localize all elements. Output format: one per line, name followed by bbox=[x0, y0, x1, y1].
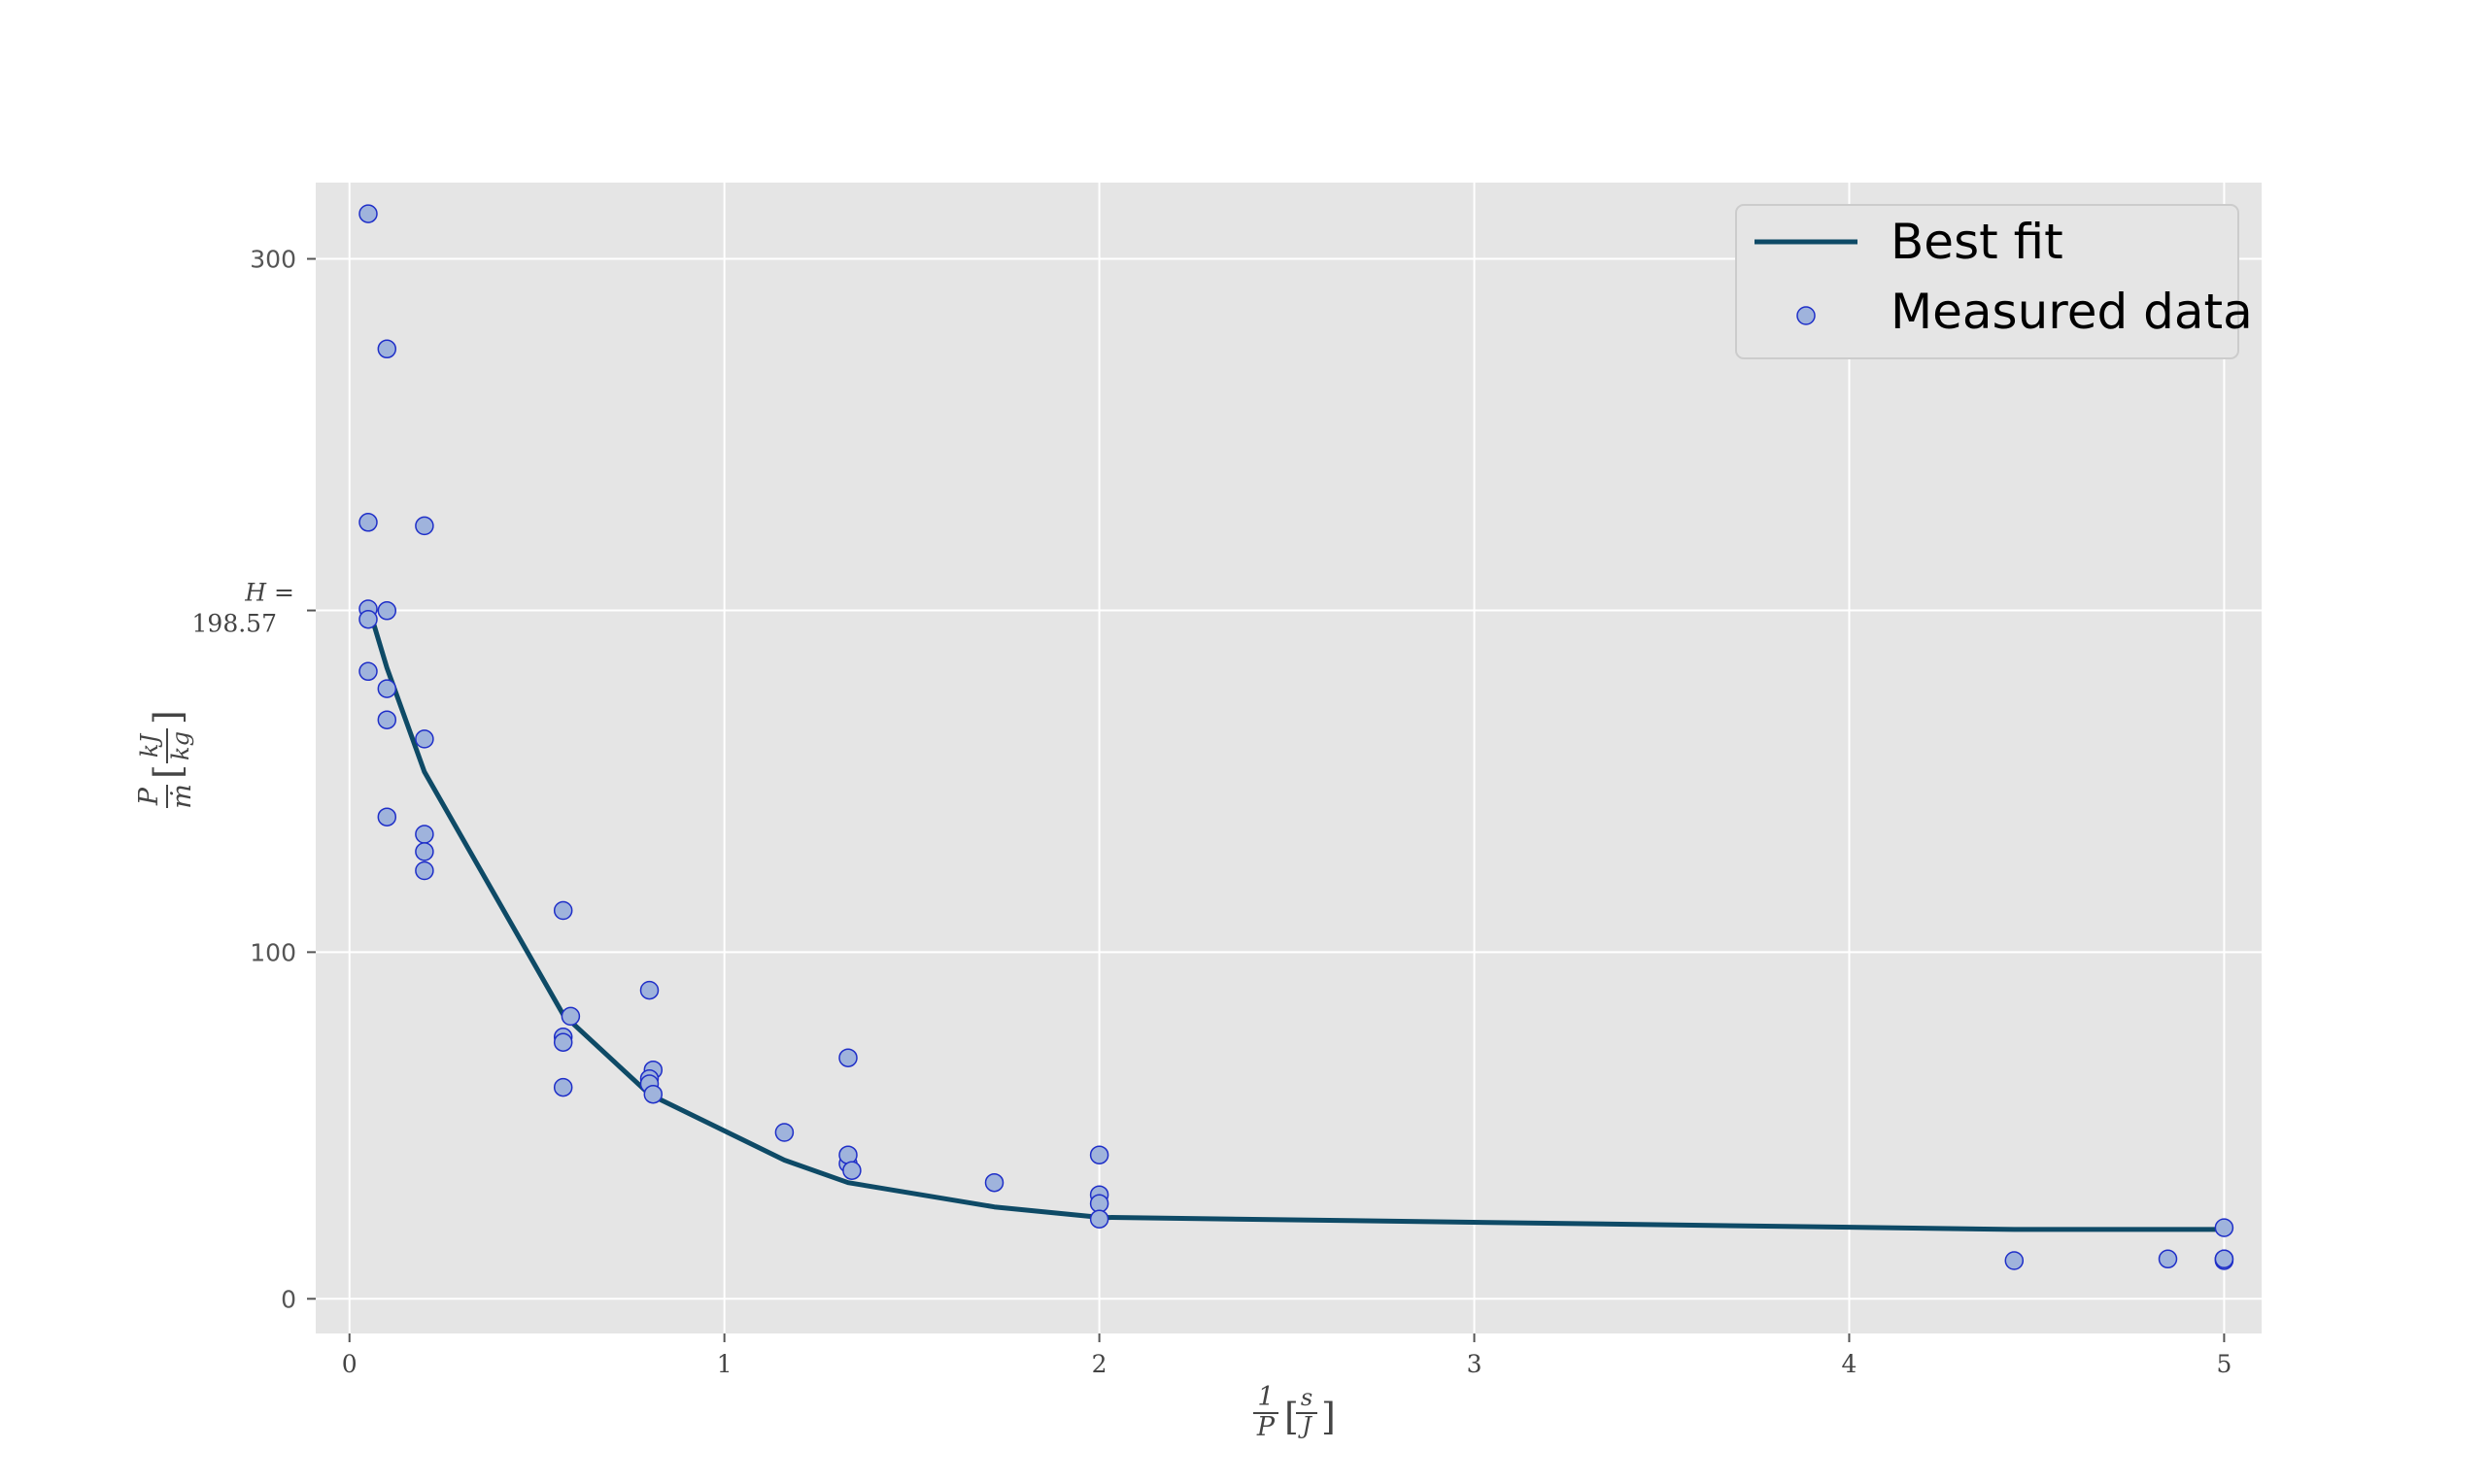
data-point bbox=[561, 1006, 581, 1027]
legend: Best fit Measured data bbox=[1735, 204, 2253, 359]
data-point bbox=[2214, 1218, 2234, 1237]
data-point bbox=[838, 1048, 858, 1067]
data-point bbox=[1089, 1209, 1109, 1229]
data-point bbox=[358, 513, 378, 532]
svg-text:]: ] bbox=[1321, 1396, 1336, 1438]
data-point bbox=[1089, 1145, 1109, 1164]
svg-text:[: [ bbox=[1284, 1396, 1299, 1438]
svg-text:kg: kg bbox=[167, 731, 194, 760]
svg-text:1: 1 bbox=[1257, 1382, 1274, 1412]
data-point bbox=[2214, 1249, 2234, 1269]
annotation-line1: H = bbox=[244, 579, 294, 607]
data-point bbox=[2004, 1251, 2025, 1270]
data-point bbox=[553, 1077, 573, 1097]
data-point bbox=[553, 1032, 573, 1052]
plot-background bbox=[316, 183, 2262, 1333]
x-tick-label: 5 bbox=[2216, 1350, 2231, 1378]
legend-measured-data: Measured data bbox=[1891, 284, 2253, 340]
legend-best-fit: Best fit bbox=[1891, 214, 2063, 270]
x-axis-label: 1 P [ s J ] bbox=[1253, 1382, 1336, 1442]
data-point bbox=[842, 1161, 862, 1180]
reference-annotation: H = 198.57 bbox=[192, 579, 294, 638]
data-point bbox=[377, 339, 397, 359]
y-axis-label: P ṁ [ kJ kg ] bbox=[134, 710, 197, 809]
data-point bbox=[553, 900, 573, 921]
svg-text:P: P bbox=[1256, 1412, 1276, 1442]
x-tick-label: 2 bbox=[1092, 1350, 1107, 1378]
x-tick-label: 0 bbox=[342, 1350, 358, 1378]
svg-text:J: J bbox=[1297, 1412, 1312, 1439]
data-point bbox=[377, 710, 397, 729]
y-tick-label: 0 bbox=[281, 1285, 296, 1313]
x-tick-label: 3 bbox=[1467, 1350, 1482, 1378]
data-point bbox=[377, 807, 397, 826]
data-point bbox=[377, 601, 397, 621]
svg-text:ṁ: ṁ bbox=[167, 784, 197, 809]
data-point bbox=[643, 1084, 664, 1104]
data-point bbox=[639, 980, 660, 1000]
svg-text:]: ] bbox=[147, 710, 189, 725]
legend-box bbox=[1735, 204, 2239, 359]
data-point bbox=[358, 609, 378, 629]
svg-text:P: P bbox=[134, 787, 164, 806]
data-point bbox=[2158, 1249, 2178, 1269]
data-point bbox=[377, 679, 397, 698]
data-point bbox=[415, 860, 434, 881]
annotation-line2: 198.57 bbox=[192, 610, 277, 638]
data-point bbox=[415, 729, 434, 749]
y-tick-label: 100 bbox=[250, 938, 296, 966]
axis-ticks: 0 1 2 3 4 5 0 100 300 bbox=[250, 246, 2231, 1378]
x-tick-label: 4 bbox=[1842, 1350, 1857, 1378]
svg-text:kJ: kJ bbox=[136, 733, 163, 759]
data-point bbox=[358, 661, 378, 682]
data-point bbox=[984, 1172, 1005, 1193]
svg-text:s: s bbox=[1301, 1384, 1312, 1411]
y-tick-label: 300 bbox=[250, 246, 296, 274]
data-point bbox=[774, 1123, 795, 1142]
data-point bbox=[415, 825, 434, 844]
grid bbox=[316, 183, 2262, 1333]
data-point bbox=[415, 842, 434, 861]
data-point bbox=[838, 1145, 858, 1164]
svg-text:[: [ bbox=[147, 764, 189, 779]
measured-points bbox=[358, 204, 2234, 1270]
data-point bbox=[415, 516, 434, 536]
best-fit-line bbox=[365, 604, 2225, 1232]
data-point bbox=[358, 204, 378, 223]
x-tick-label: 1 bbox=[717, 1350, 732, 1378]
legend-marker-swatch bbox=[1796, 306, 1816, 325]
